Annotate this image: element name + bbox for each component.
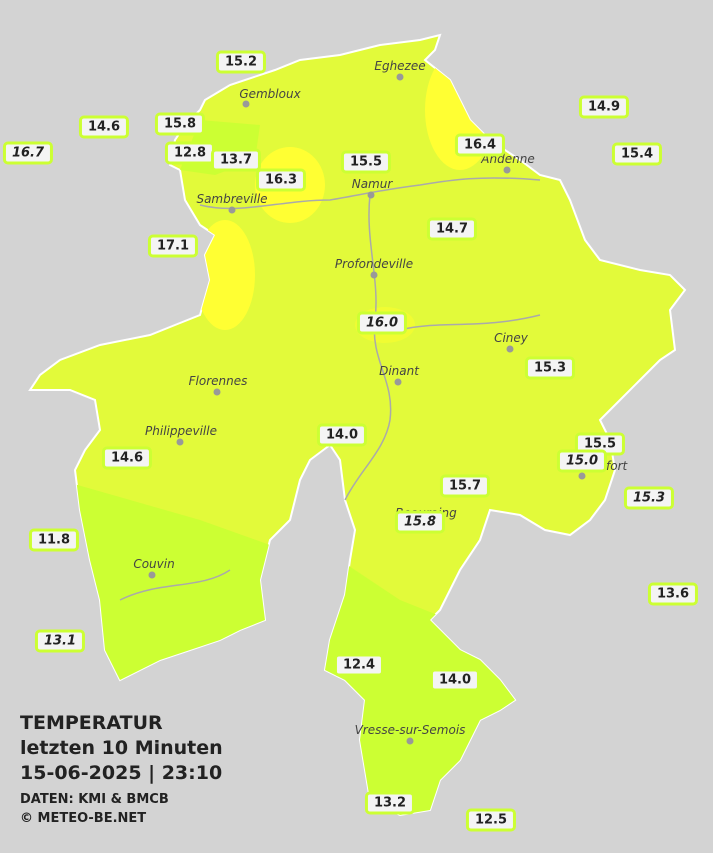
station-temperature: 16.7 [2, 141, 54, 165]
city-dot [213, 388, 221, 396]
station-temperature: 13.2 [364, 791, 416, 815]
city-dot [176, 438, 184, 446]
station-temperature: 15.4 [611, 142, 663, 166]
station-temperature: 11.8 [28, 528, 80, 552]
city-label: Sambreville [196, 192, 268, 206]
station-temperature: 14.6 [101, 446, 153, 470]
station-temperature: 14.6 [78, 115, 130, 139]
city-label: Namur [351, 177, 393, 191]
station-temperature: 13.7 [210, 148, 262, 172]
city-dot [367, 191, 375, 199]
station-temperature: 12.4 [333, 653, 385, 677]
city-label: Eghezee [374, 59, 426, 73]
station-temperature: 15.2 [215, 50, 267, 74]
station-temperature: 12.5 [465, 808, 517, 832]
copyright: © METEO-BE.NET [20, 811, 147, 826]
source: DATEN: KMI & BMCB [20, 792, 169, 807]
station-temperature: 15.8 [394, 510, 446, 534]
station-temperature: 14.9 [578, 95, 630, 119]
city-label: Philippeville [145, 424, 217, 438]
city-label: Ciney [494, 331, 528, 345]
station-temperature: 16.4 [454, 133, 506, 157]
city-label: Couvin [133, 557, 175, 571]
city-label: Vresse-sur-Semois [354, 723, 466, 737]
city-label: Gembloux [239, 87, 301, 101]
city-dot [578, 472, 586, 480]
city-dot [506, 345, 514, 353]
city-dot [396, 73, 404, 81]
city-dot [148, 571, 156, 579]
station-temperature: 15.8 [154, 112, 206, 136]
station-temperature: 16.0 [356, 311, 408, 335]
station-temperature: 15.5 [340, 150, 392, 174]
station-temperature: 17.1 [147, 234, 199, 258]
station-temperature: 16.3 [255, 168, 307, 192]
city-label: Dinant [379, 364, 419, 378]
city-label: Florennes [188, 374, 248, 388]
subtitle: letzten 10 Minuten [20, 737, 223, 759]
station-temperature: 14.7 [426, 217, 478, 241]
city-dot [370, 271, 378, 279]
city-dot [228, 206, 236, 214]
city-dot [242, 100, 250, 108]
city-dot [406, 737, 414, 745]
station-temperature: 14.0 [429, 668, 481, 692]
station-temperature: 14.0 [316, 423, 368, 447]
timestamp: 15-06-2025 | 23:10 [20, 762, 223, 784]
station-temperature: 13.6 [647, 582, 699, 606]
city-dot [394, 378, 402, 386]
station-temperature: 15.7 [439, 474, 491, 498]
station-temperature: 15.3 [524, 356, 576, 380]
station-temperature: 12.8 [164, 141, 216, 165]
city-dot [503, 166, 511, 174]
station-temperature: 15.3 [623, 486, 675, 510]
station-temperature: 15.0 [556, 449, 608, 473]
warm-zone [195, 220, 255, 330]
station-temperature: 13.1 [34, 629, 86, 653]
city-label: Profondeville [334, 257, 414, 271]
title: TEMPERATUR [20, 712, 163, 734]
